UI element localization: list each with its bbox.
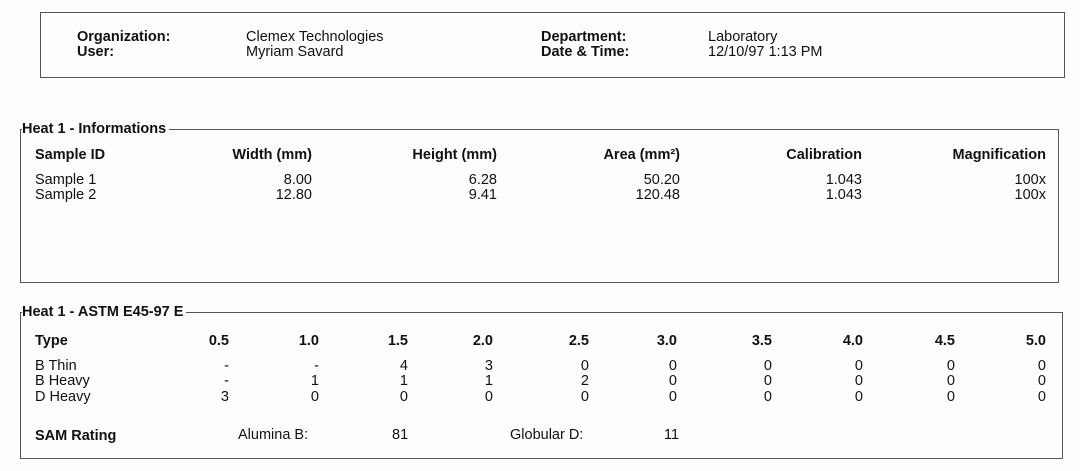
info-cell: Sample 1 <box>35 172 97 188</box>
astm-cell: 1 <box>484 373 493 389</box>
user-value: Myriam Savard <box>246 44 344 60</box>
info-header-cell: Height (mm) <box>412 147 497 163</box>
astm-header-cell: 3.5 <box>751 333 772 349</box>
astm-cell: 3 <box>484 358 493 374</box>
astm-cell: 0 <box>763 373 772 389</box>
info-cell: Sample 2 <box>35 187 97 203</box>
astm-cell: 0 <box>854 358 863 374</box>
info-header-cell: Width (mm) <box>232 147 312 163</box>
astm-cell: 0 <box>668 358 677 374</box>
astm-header-cell: 4.0 <box>842 333 863 349</box>
astm-header-cell: 2.5 <box>568 333 589 349</box>
astm-cell: 4 <box>399 358 408 374</box>
datetime-value: 12/10/97 1:13 PM <box>708 44 823 60</box>
info-cell: 9.41 <box>468 187 497 203</box>
header-box <box>40 12 1065 78</box>
astm-header-cell: 3.0 <box>656 333 677 349</box>
astm-cell: 0 <box>854 389 863 405</box>
astm-cell: - <box>314 358 319 374</box>
info-header-cell: Calibration <box>786 147 862 163</box>
user-label: User: <box>77 44 115 60</box>
astm-cell: 1 <box>310 373 319 389</box>
astm-cell: - <box>224 358 229 374</box>
astm-cell: 0 <box>580 389 589 405</box>
informations-box <box>20 129 1059 283</box>
astm-cell: 0 <box>1037 358 1046 374</box>
department-label: Department: <box>541 29 627 45</box>
astm-cell: 0 <box>946 389 955 405</box>
organization-label: Organization: <box>77 29 171 45</box>
astm-cell: 0 <box>763 358 772 374</box>
astm-cell: 2 <box>580 373 589 389</box>
alumina-value: 81 <box>392 427 409 443</box>
astm-header-cell: 2.0 <box>472 333 493 349</box>
astm-header-cell: 1.0 <box>298 333 319 349</box>
astm-cell: 0 <box>310 389 319 405</box>
astm-cell: 0 <box>668 389 677 405</box>
info-header-cell: Sample ID <box>35 147 106 163</box>
info-header-cell: Magnification <box>952 147 1046 163</box>
astm-cell: 0 <box>763 389 772 405</box>
astm-cell: 0 <box>668 373 677 389</box>
department-value: Laboratory <box>708 29 778 45</box>
astm-cell: - <box>224 373 229 389</box>
info-cell: 100x <box>1014 172 1046 188</box>
astm-cell: 0 <box>399 389 408 405</box>
info-cell: 100x <box>1014 187 1046 203</box>
astm-cell: 0 <box>580 358 589 374</box>
info-cell: 1.043 <box>825 187 862 203</box>
astm-box <box>20 312 1063 459</box>
astm-cell: 0 <box>946 373 955 389</box>
astm-cell: 1 <box>399 373 408 389</box>
astm-cell: 0 <box>484 389 493 405</box>
alumina-label: Alumina B: <box>238 427 309 443</box>
astm-cell: 0 <box>946 358 955 374</box>
astm-cell: 0 <box>1037 389 1046 405</box>
info-cell: 50.20 <box>643 172 680 188</box>
astm-cell: B Thin <box>35 358 77 374</box>
info-cell: 6.28 <box>468 172 497 188</box>
info-header-cell: Area (mm²) <box>603 147 680 163</box>
astm-header-cell: 0.5 <box>208 333 229 349</box>
astm-cell: 0 <box>854 373 863 389</box>
astm-header-cell: 5.0 <box>1025 333 1046 349</box>
astm-header-cell: 1.5 <box>387 333 408 349</box>
info-cell: 120.48 <box>635 187 680 203</box>
astm-cell: 3 <box>220 389 229 405</box>
globular-value: 11 <box>664 427 680 443</box>
info-cell: 8.00 <box>283 172 312 188</box>
astm-cell: D Heavy <box>35 389 91 405</box>
informations-title: Heat 1 - Informations <box>22 121 170 137</box>
info-cell: 12.80 <box>275 187 312 203</box>
sam-rating-label: SAM Rating <box>35 428 117 444</box>
info-cell: 1.043 <box>825 172 862 188</box>
astm-header-cell: 4.5 <box>934 333 955 349</box>
astm-cell: 0 <box>1037 373 1046 389</box>
globular-label: Globular D: <box>510 427 584 443</box>
astm-title: Heat 1 - ASTM E45-97 E <box>22 304 187 320</box>
astm-header-cell: Type <box>35 333 68 349</box>
astm-cell: B Heavy <box>35 373 90 389</box>
datetime-label: Date & Time: <box>541 44 630 60</box>
organization-value: Clemex Technologies <box>246 29 384 45</box>
